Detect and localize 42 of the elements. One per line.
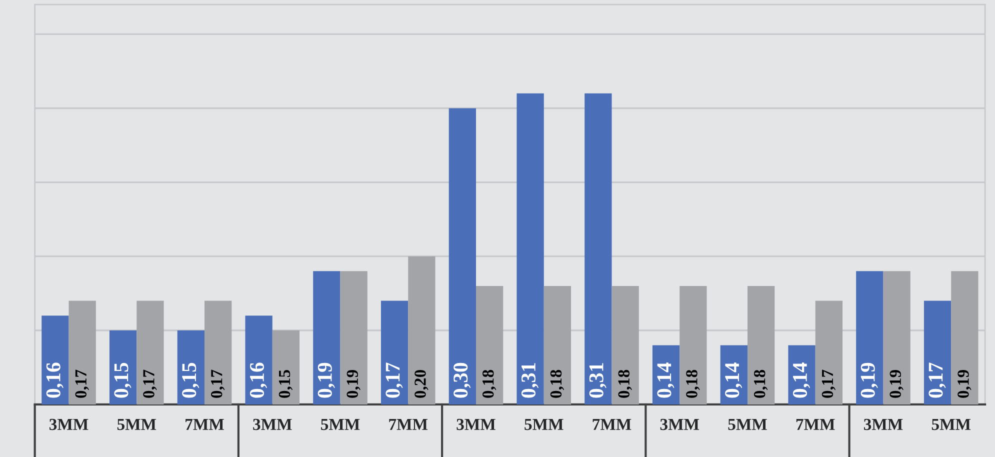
x-tick-label: 3MM (253, 418, 292, 430)
data-label: 0,19 (346, 370, 360, 398)
data-label: 0,14 (725, 362, 742, 398)
data-label: 0,17 (928, 362, 946, 398)
data-label: 0,18 (686, 370, 700, 398)
x-tick-label: 5MM (728, 418, 767, 430)
data-label: 0,17 (75, 370, 89, 398)
data-label: 0,16 (250, 362, 268, 398)
data-label: 0,18 (550, 370, 564, 398)
data-label: 0,19 (958, 370, 972, 398)
data-label: 0,18 (618, 370, 632, 398)
x-tick-label: 3MM (864, 418, 903, 430)
data-label: 0,14 (657, 362, 674, 398)
x-tick-label: 7MM (796, 418, 835, 430)
data-label: 0,18 (482, 370, 496, 398)
data-label: 0,19 (860, 362, 878, 398)
data-label: 0,17 (143, 370, 157, 398)
x-tick-label: 3MM (456, 418, 496, 430)
x-tick-label: 7MM (592, 418, 632, 430)
data-label: 0,15 (278, 370, 293, 398)
x-tick-label: 3MM (49, 418, 88, 430)
x-tick-label: 5MM (524, 418, 564, 430)
data-label: 0,14 (792, 362, 810, 398)
x-tick-label: 3MM (660, 418, 700, 430)
data-label: 0,30 (454, 362, 471, 398)
data-label: 0,19 (890, 370, 904, 398)
data-label: 0,17 (822, 370, 836, 398)
data-label: 0,15 (114, 362, 132, 398)
data-label: 0,16 (46, 362, 64, 398)
data-label: 0,17 (386, 362, 403, 398)
x-tick-label: 5MM (932, 418, 971, 430)
data-label: 0,18 (754, 370, 768, 398)
x-tick-label: 7MM (389, 418, 428, 430)
data-label: 0,31 (521, 363, 539, 398)
data-label: 0,17 (211, 370, 225, 398)
data-label: 0,19 (318, 362, 335, 398)
data-label: 0,31 (589, 363, 606, 398)
x-tick-label: 7MM (186, 418, 224, 430)
data-label: 0,15 (182, 362, 200, 398)
x-tick-label: 5MM (321, 418, 360, 430)
data-label: 0,20 (414, 370, 428, 398)
x-tick-label: 5MM (117, 418, 156, 430)
